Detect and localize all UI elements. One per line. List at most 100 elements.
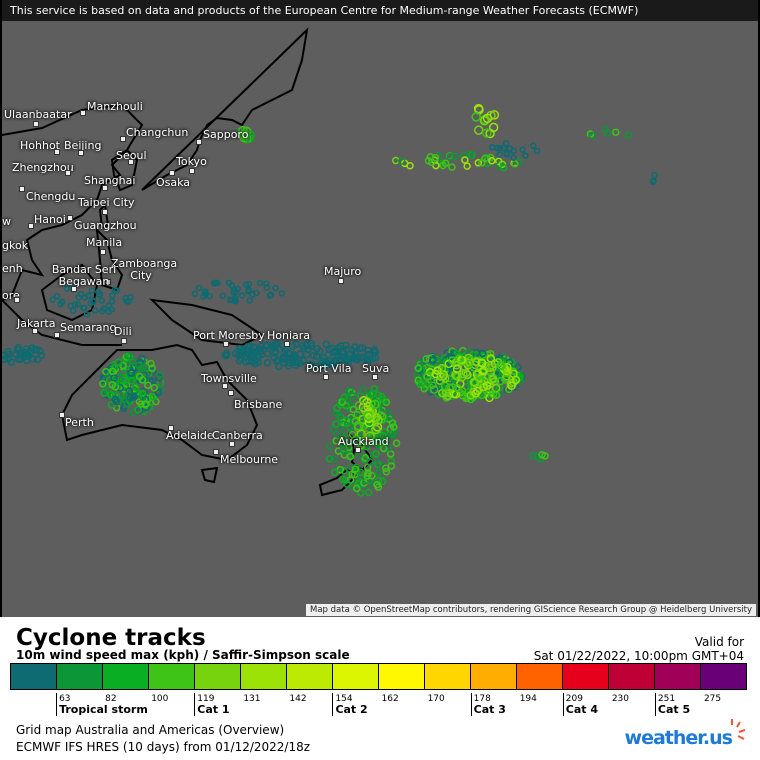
legend-panel: Cyclone tracks 10m wind speed max (kph) … xyxy=(0,617,760,760)
track-point xyxy=(498,160,507,169)
scale-tick: 154 xyxy=(335,694,353,704)
city-marker xyxy=(128,159,134,165)
track-point xyxy=(322,340,331,349)
track-point xyxy=(392,439,401,448)
track-point xyxy=(201,288,209,296)
city-marker xyxy=(33,121,39,127)
track-point xyxy=(212,279,220,287)
track-point xyxy=(391,156,400,165)
track-point xyxy=(440,374,450,383)
track-point xyxy=(363,472,372,480)
city-label: Jakarta xyxy=(17,317,56,330)
track-point xyxy=(366,458,374,466)
track-point xyxy=(111,395,120,404)
track-point xyxy=(195,284,203,292)
track-point xyxy=(502,140,510,147)
track-point xyxy=(23,356,31,365)
track-point xyxy=(379,416,388,425)
track-point xyxy=(353,420,364,431)
track-point xyxy=(496,144,504,152)
scale-tick: 170 xyxy=(427,694,445,704)
track-point xyxy=(351,465,360,473)
city-label: Manzhouli xyxy=(87,100,143,113)
track-point xyxy=(257,342,266,350)
track-point xyxy=(379,395,388,404)
track-point xyxy=(381,464,390,472)
scale-swatch xyxy=(471,664,517,689)
city-marker xyxy=(67,215,73,221)
scale-swatch xyxy=(379,664,425,689)
track-point xyxy=(461,368,471,378)
legend-title: Cyclone tracks xyxy=(16,625,206,651)
map[interactable]: This service is based on data and produc… xyxy=(0,0,760,617)
scale-tick: 82 xyxy=(105,694,117,704)
track-point xyxy=(502,372,511,381)
city-label: enh xyxy=(2,262,23,275)
track-point xyxy=(148,364,156,372)
borneo xyxy=(40,263,99,322)
track-point xyxy=(271,341,280,349)
city-label: Bandar Seri Begawan xyxy=(51,263,117,288)
track-point xyxy=(384,444,393,452)
track-point xyxy=(349,483,357,491)
track-point xyxy=(278,289,286,297)
weather-us-logo[interactable]: weather.us xyxy=(624,727,733,749)
track-point xyxy=(337,342,345,350)
city-label: Taipei City xyxy=(78,196,135,209)
track-point xyxy=(428,356,437,365)
city-label: Honiara xyxy=(267,329,311,342)
track-point xyxy=(353,356,361,364)
track-point xyxy=(238,129,249,140)
track-point xyxy=(84,292,92,300)
city-label: Dili xyxy=(114,325,132,338)
track-point xyxy=(245,288,252,295)
city-label: Guangzhou xyxy=(74,219,137,232)
scale-tick: 100 xyxy=(151,694,169,704)
philippines xyxy=(95,227,124,292)
city-label: Tokyo xyxy=(176,155,207,168)
track-point xyxy=(2,355,9,363)
city-marker xyxy=(65,170,71,176)
track-point xyxy=(339,446,348,454)
track-point xyxy=(236,127,247,137)
track-point xyxy=(316,347,324,355)
track-point xyxy=(246,342,255,350)
track-point xyxy=(262,342,270,350)
track-point xyxy=(122,295,129,302)
track-point xyxy=(237,345,246,353)
track-point xyxy=(237,354,246,363)
city-label: Adelaide xyxy=(166,429,214,442)
city-label: Chengdu xyxy=(26,190,76,203)
city-marker xyxy=(222,383,228,389)
track-point xyxy=(242,281,250,288)
city-label: Ulaanbaatar xyxy=(4,108,72,121)
city-label: Zamboanga City xyxy=(111,257,178,282)
track-point xyxy=(496,376,505,386)
city-label: Perth xyxy=(65,416,94,429)
track-point xyxy=(364,355,372,363)
track-point xyxy=(309,352,318,360)
track-point xyxy=(348,470,356,479)
valid-date: Sat 01/22/2022, 10:00pm GMT+04 xyxy=(533,649,744,663)
track-point xyxy=(137,364,145,373)
australia xyxy=(60,343,259,462)
city-marker xyxy=(169,170,175,176)
track-point xyxy=(222,351,231,360)
track-point xyxy=(238,126,248,136)
track-point xyxy=(510,147,517,155)
map-attribution[interactable]: Map data © OpenStreetMap contributors, r… xyxy=(306,604,756,616)
track-point xyxy=(262,280,270,287)
track-point xyxy=(448,163,456,171)
track-point xyxy=(586,130,595,138)
track-point xyxy=(302,341,311,349)
scale-swatch xyxy=(333,664,379,689)
track-point xyxy=(105,302,113,309)
track-point xyxy=(238,292,246,299)
track-point xyxy=(379,444,388,453)
city-marker xyxy=(102,185,108,191)
track-point xyxy=(339,352,347,361)
city-marker xyxy=(228,390,234,396)
city-label: Sapporo xyxy=(203,128,249,141)
track-point xyxy=(488,122,499,133)
city-marker xyxy=(54,332,60,338)
